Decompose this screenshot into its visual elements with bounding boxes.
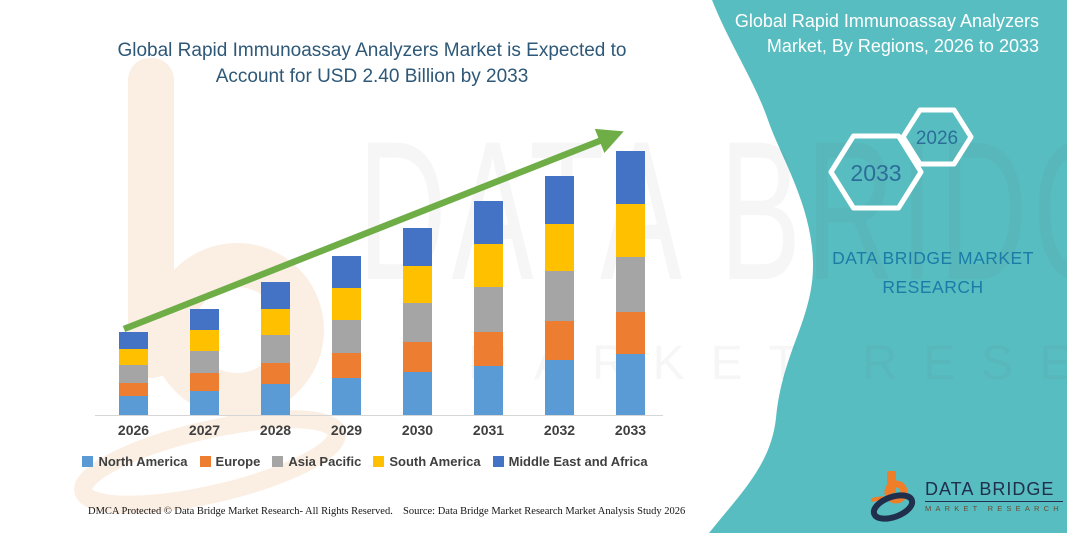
- x-tick-2032: 2032: [543, 422, 576, 438]
- chart-title: Global Rapid Immunoassay Analyzers Marke…: [117, 40, 627, 87]
- bar-segment-2026-north-america: [119, 396, 148, 415]
- side-panel-heading: Global Rapid Immunoassay Analyzers Marke…: [734, 11, 1039, 56]
- source-text: Source: Data Bridge Market Research Mark…: [403, 506, 686, 517]
- bar-segment-2026-south-america: [119, 348, 148, 366]
- stacked-bar-2027: [190, 308, 219, 415]
- copyright-text: DMCA Protected © Data Bridge Market Rese…: [88, 506, 393, 517]
- bar-segment-2030-middle-east-and-africa: [403, 228, 432, 266]
- bar-segment-2029-asia-pacific: [332, 319, 361, 354]
- logo-text: DATA BRIDGE MARKET RESEARCH: [925, 479, 1063, 513]
- bar-segment-2032-south-america: [545, 223, 574, 272]
- legend-swatch-icon: [373, 456, 385, 467]
- bar-segment-2030-north-america: [403, 371, 432, 415]
- logo-tagline: MARKET RESEARCH: [925, 504, 1063, 513]
- bar-segment-2030-asia-pacific: [403, 303, 432, 343]
- legend-item-asia-pacific: Asia Pacific: [272, 454, 361, 469]
- legend-label: North America: [98, 454, 188, 469]
- legend-label: Europe: [215, 454, 261, 469]
- legend-item-middle-east-and-africa: Middle East and Africa: [492, 454, 648, 469]
- side-panel-brand-text: DATA BRIDGE MARKET RESEARCH: [832, 248, 1034, 297]
- x-axis-line: [95, 415, 663, 416]
- bar-segment-2030-south-america: [403, 265, 432, 304]
- legend-item-north-america: North America: [82, 454, 188, 469]
- x-tick-2031: 2031: [472, 422, 505, 438]
- chart-legend: North America Europe Asia Pacific South Ame…: [75, 454, 655, 469]
- bar-segment-2032-middle-east-and-africa: [545, 176, 574, 224]
- bar-segment-2026-middle-east-and-africa: [119, 332, 148, 349]
- bar-segment-2031-middle-east-and-africa: [474, 200, 503, 244]
- stacked-bar-2030: [403, 228, 432, 415]
- logo-wordmark: DATA BRIDGE: [925, 479, 1063, 502]
- stacked-bar-2029: [332, 255, 361, 415]
- legend-swatch-icon: [492, 456, 504, 467]
- legend-item-south-america: South America: [373, 454, 481, 469]
- stacked-bar-2032: [545, 176, 574, 415]
- bar-segment-2026-asia-pacific: [119, 365, 148, 383]
- bar-segment-2027-middle-east-and-africa: [190, 308, 219, 330]
- bar-segment-2033-middle-east-and-africa: [616, 150, 645, 204]
- bar-segment-2028-middle-east-and-africa: [261, 282, 290, 309]
- bar-segment-2032-europe: [545, 321, 574, 360]
- bar-segment-2028-north-america: [261, 384, 290, 415]
- bar-segment-2027-europe: [190, 372, 219, 391]
- legend-swatch-icon: [199, 456, 211, 467]
- legend-label: Middle East and Africa: [508, 454, 648, 469]
- bar-segment-2029-middle-east-and-africa: [332, 255, 361, 288]
- bar-segment-2032-asia-pacific: [545, 271, 574, 322]
- bar-segment-2028-asia-pacific: [261, 335, 290, 364]
- bar-segment-2031-north-america: [474, 366, 503, 415]
- bar-segment-2031-asia-pacific: [474, 286, 503, 333]
- x-tick-2033: 2033: [614, 422, 647, 438]
- hexagon-2026-outline: [900, 107, 974, 167]
- x-tick-2028: 2028: [259, 422, 292, 438]
- bar-segment-2026-europe: [119, 382, 148, 397]
- x-tick-2029: 2029: [330, 422, 363, 438]
- hexagon-2033-label: 2033: [850, 160, 901, 186]
- bar-segment-2032-north-america: [545, 359, 574, 415]
- bar-segment-2027-asia-pacific: [190, 350, 219, 373]
- legend-swatch-icon: [82, 456, 94, 467]
- legend-item-europe: Europe: [199, 454, 261, 469]
- data-bridge-logo-icon: [870, 471, 916, 522]
- legend-label: South America: [389, 454, 481, 469]
- legend-label: Asia Pacific: [288, 454, 362, 469]
- x-tick-2027: 2027: [188, 422, 221, 438]
- stacked-bar-2031: [474, 200, 503, 415]
- hexagon-2033-outline: [828, 133, 924, 211]
- bar-segment-2027-north-america: [190, 390, 219, 415]
- stacked-bar-2033: [616, 150, 645, 415]
- stacked-bar-2028: [261, 282, 290, 415]
- bar-segment-2031-south-america: [474, 243, 503, 287]
- bar-segment-2033-asia-pacific: [616, 256, 645, 313]
- bar-segment-2030-europe: [403, 342, 432, 372]
- hexagon-2026-label: 2026: [916, 128, 958, 149]
- x-tick-2030: 2030: [401, 422, 434, 438]
- stacked-bar-2026: [119, 332, 148, 415]
- bar-segment-2028-europe: [261, 363, 290, 385]
- bar-segment-2033-europe: [616, 312, 645, 355]
- bar-segment-2029-south-america: [332, 287, 361, 320]
- bar-segment-2029-europe: [332, 353, 361, 379]
- legend-swatch-icon: [272, 456, 284, 467]
- x-tick-2026: 2026: [117, 422, 150, 438]
- bar-segment-2029-north-america: [332, 378, 361, 415]
- bar-segment-2033-north-america: [616, 354, 645, 415]
- bar-segment-2027-south-america: [190, 329, 219, 351]
- data-bridge-logo: DATA BRIDGE MARKET RESEARCH: [870, 470, 1063, 522]
- bar-segment-2031-europe: [474, 332, 503, 367]
- bar-segment-2033-south-america: [616, 203, 645, 257]
- bar-segment-2028-south-america: [261, 308, 290, 336]
